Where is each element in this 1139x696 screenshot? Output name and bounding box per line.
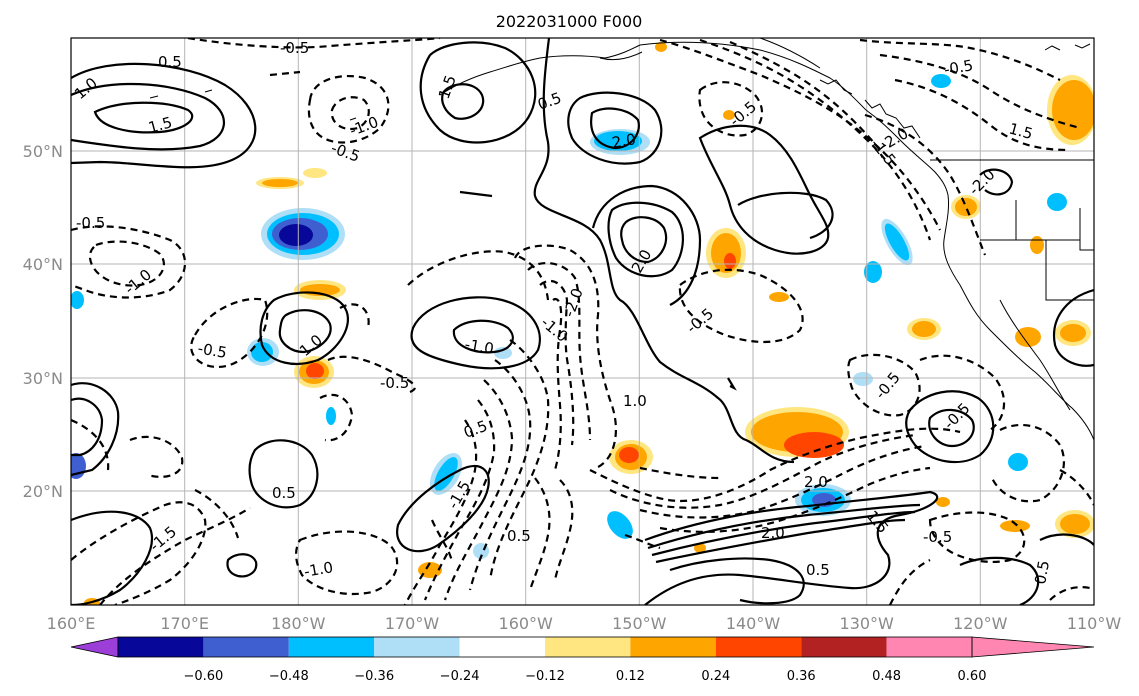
contour-label: -1.0 bbox=[463, 335, 495, 358]
longitude-axis: 160°E 170°E 180°W 170°W 160°W 150°W 140°… bbox=[47, 614, 1122, 633]
solid-contours bbox=[71, 38, 1094, 605]
colorbar-tick-label: 0.60 bbox=[958, 669, 987, 684]
shade-negative-blob bbox=[1047, 193, 1067, 211]
contour-label: 2.0 bbox=[804, 473, 828, 491]
contour-label: 0.5 bbox=[272, 484, 296, 502]
colorbar-tick-label: 0.36 bbox=[787, 669, 816, 684]
colorbar-segment bbox=[886, 637, 972, 657]
lon-label: 150°W bbox=[612, 614, 667, 633]
lon-label: 160°E bbox=[47, 614, 96, 633]
colorbar-segment bbox=[203, 637, 289, 657]
shade-positive-blob bbox=[619, 447, 639, 463]
colorbar-outline bbox=[117, 636, 973, 658]
shade-negative-blob bbox=[884, 223, 910, 261]
shade-positive-blob bbox=[955, 198, 977, 216]
shade-positive-blob bbox=[724, 253, 736, 269]
contour-label: -1.0 bbox=[303, 558, 335, 581]
shade-positive-blob bbox=[784, 432, 844, 458]
latitude-axis: 50°N 40°N 30°N 20°N bbox=[23, 142, 63, 501]
colorbar-tick-label: −0.12 bbox=[525, 669, 565, 684]
shade-negative-blob bbox=[494, 347, 512, 359]
contour-label: 0.5 bbox=[158, 53, 182, 71]
lon-label: 180°W bbox=[271, 614, 326, 633]
contour-label: -0.5 bbox=[280, 39, 309, 57]
shade-positive-blob bbox=[655, 42, 667, 52]
colorbar: −0.60 −0.48 −0.36 −0.24 −0.12 0.12 0.24 … bbox=[70, 636, 1095, 684]
shade-positive-blob bbox=[1060, 324, 1086, 342]
shade-negative-blob bbox=[864, 261, 882, 283]
coastline bbox=[149, 38, 1094, 441]
contour-label: 0.5 bbox=[1031, 559, 1053, 586]
shade-positive-blob bbox=[769, 292, 789, 302]
lon-label: 170°E bbox=[160, 614, 209, 633]
shade-positive-blob bbox=[694, 543, 706, 553]
contour-label: -0.5 bbox=[196, 339, 228, 362]
map-title: 2022031000 F000 bbox=[496, 12, 643, 31]
colorbar-segment bbox=[801, 637, 887, 657]
lon-label: 110°W bbox=[1067, 614, 1122, 633]
shade-positive-blob bbox=[723, 110, 735, 120]
shade-positive-blob bbox=[1015, 327, 1041, 347]
colorbar-segment bbox=[118, 637, 204, 657]
contour-label: -0.5 bbox=[923, 528, 952, 546]
shade-negative-blob bbox=[853, 372, 873, 386]
colorbar-tick-label: 0.12 bbox=[616, 669, 645, 684]
shade-negative-blob bbox=[931, 74, 951, 88]
lon-label: 170°W bbox=[385, 614, 440, 633]
contour-label: -0.5 bbox=[943, 56, 975, 79]
shade-negative-blob bbox=[251, 342, 273, 362]
colorbar-tick-label: −0.36 bbox=[354, 669, 394, 684]
colorbar-segment bbox=[288, 637, 375, 657]
shade-positive-blob bbox=[303, 168, 327, 178]
contour-label: 1.5 bbox=[146, 113, 174, 137]
shade-negative-blob bbox=[607, 511, 633, 539]
shade-positive-blob bbox=[711, 233, 741, 273]
colorbar-tick-label: −0.48 bbox=[269, 669, 309, 684]
colorbar-extend-low bbox=[70, 636, 119, 658]
contour-label: 2.0 bbox=[611, 130, 638, 152]
contour-label: 2.0 bbox=[761, 524, 785, 542]
lat-label: 50°N bbox=[23, 142, 63, 161]
lat-label: 40°N bbox=[23, 255, 63, 274]
shade-positive-blob bbox=[912, 321, 936, 337]
contour-label: 0.5 bbox=[507, 527, 531, 545]
shade-negative-blob bbox=[71, 453, 86, 479]
dashed-contours bbox=[71, 38, 1094, 605]
lon-label: 140°W bbox=[726, 614, 781, 633]
colorbar-tick-label: 0.48 bbox=[872, 669, 901, 684]
lon-label: 120°W bbox=[953, 614, 1008, 633]
shade-positive-blob bbox=[1052, 80, 1094, 140]
colorbar-tick-label: −0.60 bbox=[183, 669, 223, 684]
lat-label: 20°N bbox=[23, 482, 63, 501]
map-frame bbox=[70, 37, 1095, 606]
shade-positive-blob bbox=[936, 497, 950, 507]
shade-positive-blob bbox=[1030, 236, 1044, 254]
lat-label: 30°N bbox=[23, 369, 63, 388]
contour-label: -0.5 bbox=[380, 374, 409, 392]
contour-label: -0.5 bbox=[76, 214, 105, 232]
colorbar-segment bbox=[374, 637, 460, 657]
lon-label: 130°W bbox=[840, 614, 895, 633]
colorbar-segment bbox=[630, 637, 716, 657]
colorbar-segment bbox=[715, 637, 802, 657]
shade-positive-blob bbox=[306, 363, 324, 379]
lon-label: 160°W bbox=[499, 614, 554, 633]
colorbar-segment bbox=[459, 637, 545, 657]
shade-negative-blob bbox=[71, 291, 84, 309]
shade-positive-blob bbox=[1060, 514, 1090, 534]
contour-label: 1.0 bbox=[623, 392, 647, 410]
colorbar-segment bbox=[545, 637, 631, 657]
map-plot-area: 0.5 1.0 1.5 2.0 2.0 1.5 0.5 1.0 2.0 0.5 … bbox=[71, 38, 1094, 605]
shade-positive-blob bbox=[1000, 520, 1030, 532]
contour-label: 0.5 bbox=[806, 561, 830, 579]
contour-label: 1.5 bbox=[1007, 119, 1035, 143]
shade-negative-blob bbox=[1008, 453, 1028, 471]
colorbar-tick-label: 0.24 bbox=[701, 669, 730, 684]
colorbar-tick-label: −0.24 bbox=[440, 669, 480, 684]
shade-positive-blob bbox=[262, 179, 298, 187]
colorbar-extend-high bbox=[971, 636, 1095, 658]
shade-negative-blob bbox=[279, 224, 313, 246]
shade-negative-blob bbox=[326, 407, 336, 425]
